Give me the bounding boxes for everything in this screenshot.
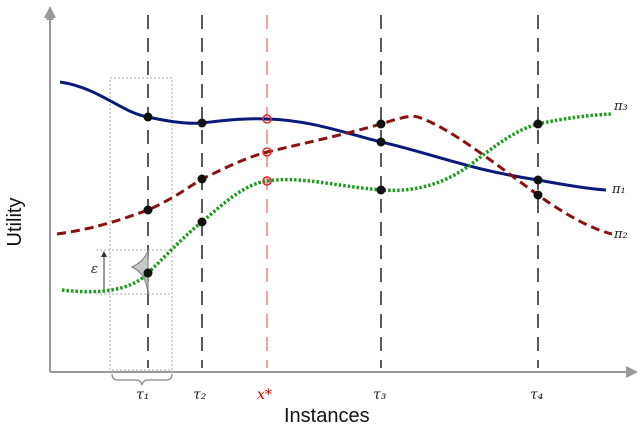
arrow-up-icon <box>44 6 56 18</box>
curve-pi2 <box>56 114 613 236</box>
markers <box>143 112 543 278</box>
gaussian-bump-icon <box>130 249 149 295</box>
marker-pi1-tau4 <box>533 175 543 185</box>
tick-label-tau3: τ₃ <box>373 387 387 403</box>
curve-label-pi3: π₃ <box>613 99 628 114</box>
guides <box>147 15 539 368</box>
curve-label-pi1: π₁ <box>611 182 626 197</box>
tau1-window <box>109 77 173 371</box>
marker-pi3-tau2 <box>197 217 207 227</box>
marker-pi1-xstar <box>262 114 272 124</box>
curve-label-pi2: π₂ <box>613 227 628 242</box>
marker-pi2-tau1 <box>143 205 153 215</box>
marker-pi2-xstar <box>262 147 272 157</box>
marker-pi1-tau1 <box>143 112 153 122</box>
marker-pi3-tau3 <box>376 185 386 195</box>
brace-icon <box>111 373 173 386</box>
marker-pi2-tau2 <box>197 174 207 184</box>
xstar-markers <box>262 114 272 186</box>
marker-pi2-tau4 <box>533 190 543 200</box>
tick-label-tau2: τ₂ <box>193 387 207 403</box>
epsilon-label: ε <box>91 262 98 277</box>
tick-label-tau4: τ₄ <box>530 387 544 403</box>
marker-pi3-tau4 <box>533 119 543 129</box>
marker-pi2-tau3 <box>376 119 386 129</box>
marker-pi3-tau1 <box>143 268 153 278</box>
tick-label-tau1: τ₁ <box>136 387 149 403</box>
x-axis-label: Instances <box>284 405 370 426</box>
marker-pi1-tau3 <box>376 137 386 147</box>
marker-pi1-tau2 <box>197 118 207 128</box>
y-axis-label: Utility <box>4 198 26 247</box>
curve-pi3 <box>61 112 613 294</box>
tick-label-xstar: x* <box>257 387 272 403</box>
marker-pi3-xstar <box>262 176 272 186</box>
arrow-right-icon <box>626 366 638 378</box>
